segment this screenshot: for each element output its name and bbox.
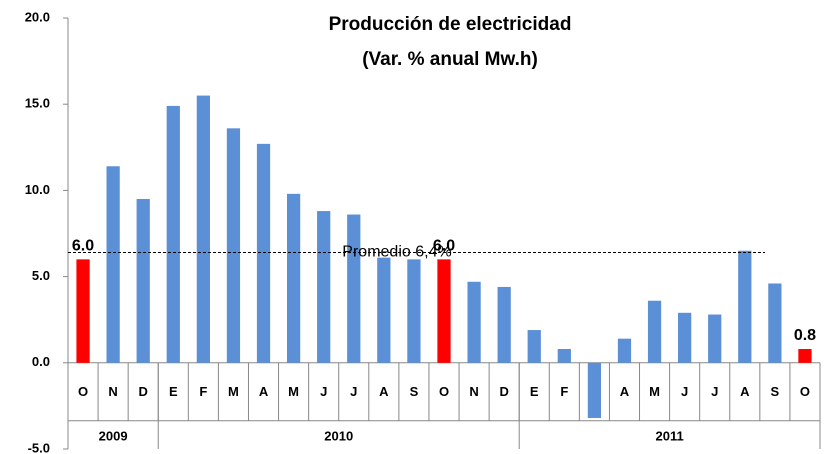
x-tick-label: E: [169, 384, 178, 399]
x-tick-label: N: [469, 384, 478, 399]
bar: [407, 259, 421, 363]
bar: [497, 286, 511, 363]
bar: [347, 214, 361, 363]
bar: [587, 362, 602, 418]
bar: [226, 128, 241, 363]
average-label: Promedio 6,4%: [342, 244, 451, 261]
bar: [166, 105, 180, 363]
bar: [798, 349, 812, 363]
group-label: 2011: [655, 428, 683, 443]
x-tick-label: N: [108, 384, 117, 399]
x-tick-label: O: [800, 384, 810, 399]
x-tick-label: F: [560, 384, 568, 399]
x-tick-label: A: [740, 384, 750, 399]
x-tick-label: O: [439, 384, 449, 399]
bar: [317, 211, 331, 363]
bar: [768, 283, 782, 363]
y-tick-label: -5.0: [28, 440, 50, 454]
bar: [527, 330, 541, 363]
data-label: 6.0: [433, 238, 455, 255]
x-tick-label: J: [681, 384, 688, 399]
x-tick-label: J: [711, 384, 718, 399]
bar: [647, 300, 662, 363]
bar: [617, 338, 632, 363]
bar: [708, 314, 722, 363]
x-tick-label: J: [350, 384, 357, 399]
y-tick-label: 20.0: [25, 9, 50, 24]
bar: [286, 193, 301, 363]
x-tick-label: M: [288, 384, 299, 399]
bar: [76, 259, 90, 363]
bar: [467, 281, 481, 363]
chart-subtitle: (Var. % anual Mw.h): [362, 49, 538, 70]
group-label: 2009: [99, 428, 128, 443]
bar: [106, 166, 120, 363]
x-tick-label: M: [228, 384, 239, 399]
bar: [377, 257, 391, 363]
x-tick-label: D: [499, 384, 508, 399]
x-tick-label: A: [379, 384, 389, 399]
bar: [136, 199, 150, 363]
x-tick-label: A: [620, 384, 630, 399]
group-label: 2010: [324, 428, 353, 443]
y-tick-label: 0.0: [32, 354, 50, 369]
bar: [256, 143, 271, 363]
x-tick-label: S: [771, 384, 780, 399]
y-tick-label: 10.0: [25, 182, 50, 197]
bar: [678, 312, 692, 363]
y-tick-label: 5.0: [32, 268, 50, 283]
x-tick-label: O: [78, 384, 88, 399]
x-tick-label: M: [649, 384, 660, 399]
data-label: 0.8: [794, 327, 816, 344]
data-label: 6.0: [72, 238, 94, 255]
x-tick-label: A: [259, 384, 269, 399]
bar: [196, 95, 210, 363]
x-tick-label: D: [139, 384, 148, 399]
x-tick-label: S: [410, 384, 419, 399]
x-tick-label: J: [320, 384, 327, 399]
x-tick-label: E: [530, 384, 539, 399]
bar: [437, 259, 451, 363]
chart-title: Producción de electricidad: [329, 14, 572, 35]
x-tick-label: F: [199, 384, 207, 399]
bar: [557, 349, 571, 363]
y-tick-label: 15.0: [25, 96, 50, 111]
bar: [738, 250, 752, 363]
